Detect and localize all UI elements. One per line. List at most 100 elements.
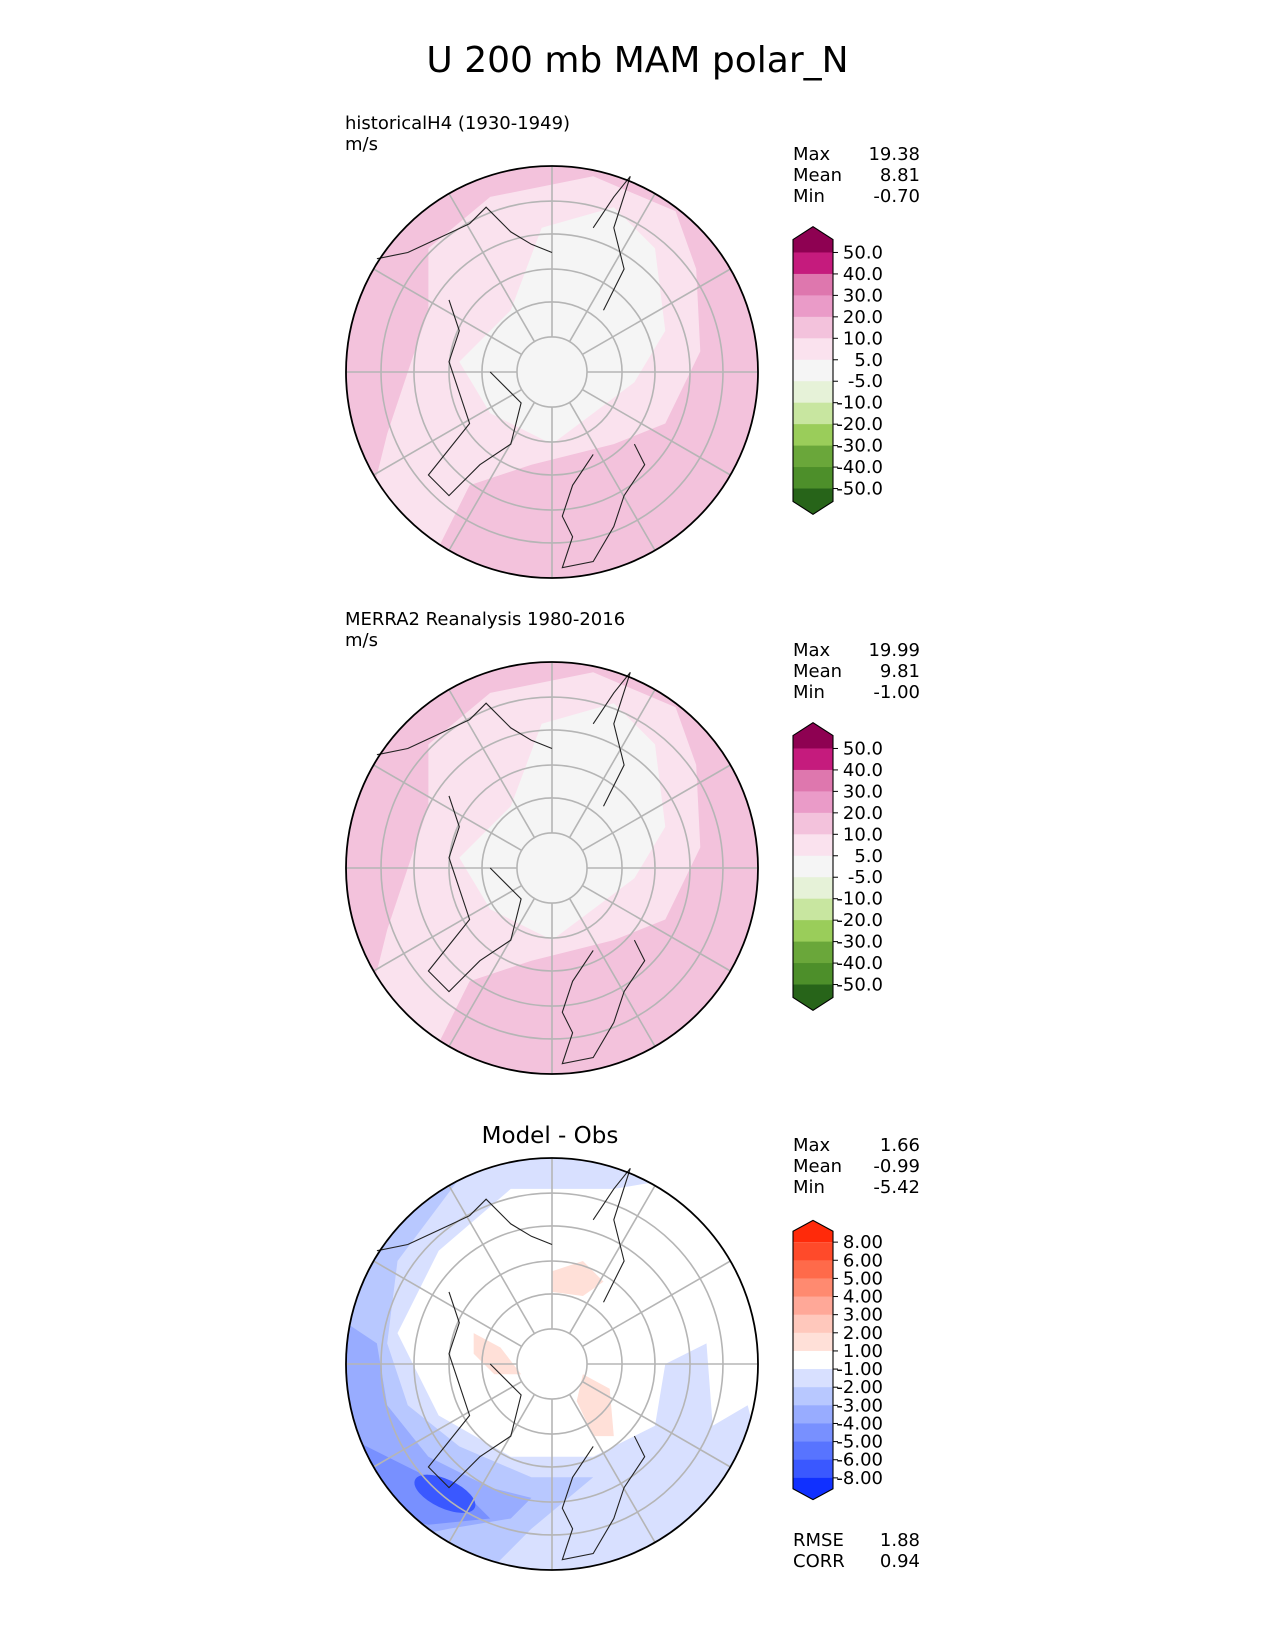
colorbar-swatch	[793, 963, 833, 986]
diff-map-border	[345, 1157, 759, 1571]
colorbar-swatch	[793, 1350, 833, 1370]
model-panel-units: m/s	[345, 134, 378, 155]
colorbar-tick-label: 50.0	[843, 738, 883, 759]
obs-coastlines	[376, 671, 646, 1065]
diff-field-shading	[346, 1158, 758, 1570]
stat-mean: Mean 8.81	[793, 165, 920, 186]
stat-min: Min -0.70	[793, 186, 920, 207]
obs-panel-label: MERRA2 Reanalysis 1980-2016	[345, 609, 626, 630]
model-stats: Max 19.38 Mean 8.81 Min -0.70	[793, 144, 920, 207]
colorbar-tick-label: 40.0	[843, 760, 883, 781]
colorbar-tick-label: -40.0	[836, 953, 883, 974]
colorbar-tick-label: -50.0	[836, 975, 883, 996]
colorbar-tick-label: -10.0	[836, 889, 883, 910]
colorbar-swatch	[793, 1260, 833, 1279]
colorbar-tick-label: 8.00	[843, 1232, 883, 1253]
diff-skill-stats: RMSE 1.88 CORR 0.94	[793, 1530, 920, 1572]
model-field-shading	[346, 166, 758, 578]
obs-polar-map	[345, 661, 759, 1075]
colorbar-swatch	[793, 1459, 833, 1479]
colorbar-tick-label: -2.00	[836, 1377, 883, 1398]
colorbar-swatch	[793, 1242, 833, 1261]
colorbar-swatch	[793, 984, 833, 1011]
diff-panel-title: Model - Obs	[481, 1123, 619, 1149]
model-colorbar: 50.040.030.020.010.05.0-5.0-10.0-20.0-30…	[792, 226, 883, 515]
diff-polar-map	[345, 1157, 759, 1571]
obs-field-shading	[346, 662, 758, 1074]
colorbar-tick-label: 10.0	[843, 824, 883, 845]
colorbar-tick-label: -30.0	[836, 436, 883, 457]
model-polar-map	[345, 165, 759, 579]
colorbar-swatch	[793, 467, 833, 490]
colorbar-swatch	[793, 1314, 833, 1334]
colorbar-tick-label: 4.00	[843, 1287, 883, 1308]
colorbar-tick-label: -8.00	[836, 1468, 883, 1489]
colorbar-tick-label: 30.0	[843, 285, 883, 306]
colorbar-swatch	[793, 1332, 833, 1352]
colorbar-swatch	[793, 791, 833, 814]
colorbar-swatch	[793, 920, 833, 943]
colorbar-tick-label: 6.00	[843, 1250, 883, 1271]
colorbar-swatch	[793, 402, 833, 425]
colorbar-tick-label: 5.00	[843, 1268, 883, 1289]
colorbar-swatch	[793, 834, 833, 857]
colorbar-swatch	[793, 226, 833, 253]
colorbar-swatch	[793, 1423, 833, 1443]
colorbar-swatch	[793, 273, 833, 296]
colorbar-swatch	[793, 898, 833, 921]
stat-max: Max 1.66	[793, 1135, 920, 1156]
colorbar-tick-label: -30.0	[836, 932, 883, 953]
colorbar-tick-label: -5.0	[848, 371, 883, 392]
figure-title: U 200 mb MAM polar_N	[426, 40, 849, 81]
colorbar-tick-label: 5.0	[854, 846, 883, 867]
colorbar-tick-label: 2.00	[843, 1323, 883, 1344]
colorbar-tick-label: 3.00	[843, 1305, 883, 1326]
diff-stats: Max 1.66 Mean -0.99 Min -5.42	[793, 1135, 920, 1198]
colorbar-tick-label: -20.0	[836, 414, 883, 435]
colorbar-swatch	[793, 252, 833, 275]
stat-corr: CORR 0.94	[793, 1551, 920, 1572]
colorbar-tick-label: -4.00	[836, 1413, 883, 1434]
colorbar-swatch	[793, 295, 833, 318]
model-panel-label: historicalH4 (1930-1949)	[345, 113, 571, 134]
diff-colorbar: 8.006.005.004.003.002.001.00-1.00-2.00-3…	[792, 1219, 883, 1501]
stat-max: Max 19.99	[793, 640, 920, 661]
colorbar-swatch	[793, 1477, 833, 1500]
stat-max: Max 19.38	[793, 144, 920, 165]
colorbar-tick-label: -40.0	[836, 457, 883, 478]
colorbar-swatch	[793, 748, 833, 771]
colorbar-swatch	[793, 1220, 833, 1243]
colorbar-swatch	[793, 445, 833, 468]
stat-mean: Mean 9.81	[793, 661, 920, 682]
diff-graticule	[346, 1158, 758, 1570]
colorbar-tick-label: 20.0	[843, 803, 883, 824]
colorbar-swatch	[793, 855, 833, 878]
obs-panel-units: m/s	[345, 630, 378, 651]
colorbar-tick-label: 50.0	[843, 242, 883, 263]
colorbar-swatch	[793, 769, 833, 792]
colorbar-swatch	[793, 1369, 833, 1388]
colorbar-tick-label: 1.00	[843, 1341, 883, 1362]
model-map-border	[345, 165, 759, 579]
stat-min: Min -1.00	[793, 682, 920, 703]
model-coastlines	[376, 175, 646, 569]
colorbar-tick-label: -3.00	[836, 1395, 883, 1416]
stat-rmse: RMSE 1.88	[793, 1530, 920, 1551]
colorbar-tick-label: -10.0	[836, 393, 883, 414]
colorbar-swatch	[793, 1387, 833, 1406]
colorbar-tick-label: 30.0	[843, 781, 883, 802]
colorbar-swatch	[793, 1405, 833, 1424]
colorbar-swatch	[793, 1296, 833, 1316]
colorbar-swatch	[793, 722, 833, 749]
colorbar-swatch	[793, 877, 833, 900]
colorbar-swatch	[793, 941, 833, 964]
colorbar-swatch	[793, 488, 833, 515]
colorbar-tick-label: -5.0	[848, 867, 883, 888]
colorbar-tick-label: -5.00	[836, 1432, 883, 1453]
colorbar-tick-label: -20.0	[836, 910, 883, 931]
obs-colorbar: 50.040.030.020.010.05.0-5.0-10.0-20.0-30…	[792, 722, 883, 1011]
colorbar-swatch	[793, 812, 833, 835]
diff-coastlines	[376, 1167, 646, 1561]
obs-map-border	[345, 661, 759, 1075]
